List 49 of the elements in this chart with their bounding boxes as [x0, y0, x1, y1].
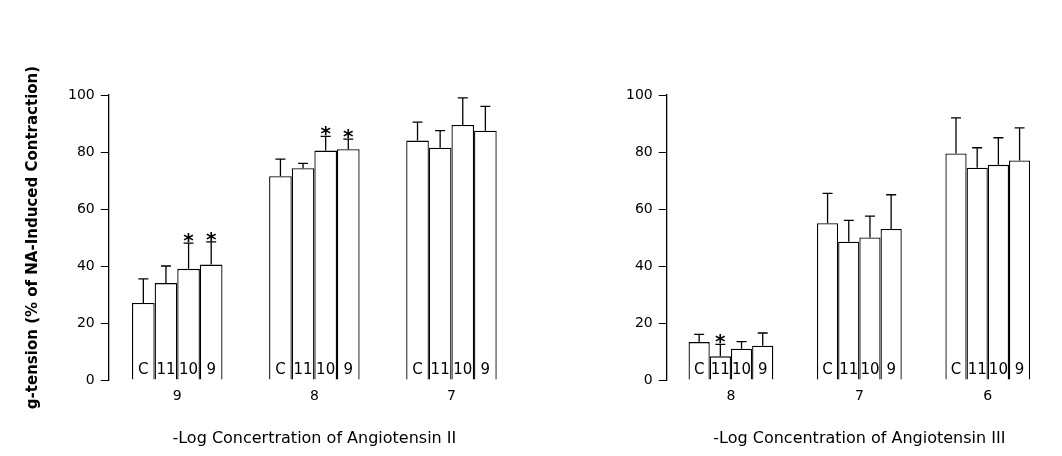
data-label: *: [183, 228, 195, 253]
y-tick-label: 0: [643, 370, 653, 387]
text: C: [275, 360, 286, 379]
category-label: 9: [480, 360, 491, 379]
y-tick-label: 100: [625, 85, 653, 102]
text: C: [412, 360, 423, 379]
y-tick-label: 60: [634, 199, 653, 216]
text: 10: [988, 360, 1008, 379]
x-tick-label: 8: [309, 387, 319, 404]
text: 11: [156, 360, 176, 379]
x-tick-label: 7: [446, 387, 456, 404]
x-tick-label: 7: [854, 387, 864, 404]
y-tick-label: 80: [634, 142, 653, 159]
series-label: C: [693, 360, 705, 379]
series-label: 9: [206, 360, 216, 379]
data-label: *: [715, 329, 727, 354]
y-tick-label: 20: [76, 313, 95, 330]
x-tick-label: 9: [172, 387, 182, 404]
y-tick-label: 80: [76, 142, 95, 159]
data-label: *: [343, 124, 355, 149]
x-axis-title: -Log Concentration of Angiotensin III: [713, 427, 1006, 447]
series-label: 11: [710, 360, 730, 379]
y-tick-label: 60: [76, 199, 95, 216]
series-label: 10: [316, 360, 336, 379]
series-label: 9: [757, 360, 768, 379]
text: 11: [430, 360, 450, 379]
series-label: C: [138, 360, 149, 379]
text: 10: [453, 360, 473, 379]
data-label: *: [320, 121, 332, 146]
category-label: 9: [886, 360, 896, 379]
series-label: 10: [731, 360, 752, 379]
x-tick-label: 6: [983, 387, 993, 404]
text: 10: [179, 360, 199, 379]
x-axis-title: -Log Concertration of Angiotensin II: [172, 427, 457, 447]
y-tick-label: 0: [85, 370, 95, 387]
y-axis-title: g-tension (% of NA-Induced Contraction): [22, 65, 41, 410]
text: 11: [967, 360, 987, 379]
series-label: 11: [293, 360, 313, 379]
y-tick-label: 40: [76, 256, 95, 273]
text: 10: [860, 360, 880, 379]
text: 9: [343, 360, 354, 379]
text: C: [950, 360, 962, 379]
text: 11: [839, 360, 859, 379]
y-tick-label: 20: [634, 313, 653, 330]
text: C: [822, 360, 833, 379]
x-tick-label: 8: [726, 387, 736, 404]
category-label: 9: [1014, 360, 1025, 379]
y-tick-label: 40: [634, 256, 653, 273]
y-tick-label: 100: [67, 85, 95, 102]
